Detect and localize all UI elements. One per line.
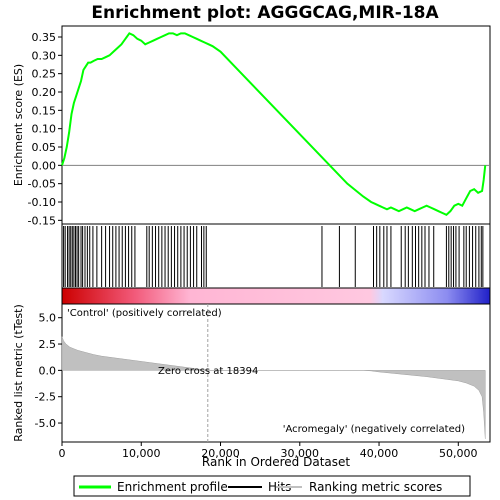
hits-panel: [61, 223, 491, 289]
x-tick-label: 50,000: [439, 447, 478, 460]
es-panel: -0.15 -0.10 -0.05 0.00 0.05 0.10 0.15 0.20 0.25 0…: [12, 25, 491, 227]
ranking-ytick-label: -2.5: [35, 391, 56, 404]
x-tick-label: 20,000: [201, 447, 240, 460]
es-ytick-label: 0.15: [32, 104, 57, 117]
es-ytick-label: 0.05: [32, 141, 57, 154]
es-ytick-label: 0.25: [32, 68, 57, 81]
chart-title: Enrichment plot: AGGGCAG,MIR-18A: [91, 3, 439, 23]
legend-enrichment-label: Enrichment profile: [117, 480, 228, 494]
legend: Enrichment profile Hits Ranking metric s…: [73, 475, 471, 497]
positive-correlation-label: 'Control' (positively correlated): [67, 308, 222, 319]
es-ytick-label: 0.20: [32, 86, 57, 99]
es-panel-frame: [61, 25, 491, 225]
es-ytick-label: 0.10: [32, 123, 57, 136]
negative-correlation-label: 'Acromegaly' (negatively correlated): [283, 424, 465, 435]
ranking-metric-area: [61, 336, 486, 439]
legend-ranking-label: Ranking metric scores: [309, 480, 442, 494]
es-ytick-label: 0.35: [32, 31, 57, 44]
es-ytick-label: -0.10: [28, 196, 56, 209]
legend-frame: [73, 475, 471, 497]
hits-panel-frame: [61, 223, 491, 289]
ranking-ytick-label: 5.0: [39, 312, 57, 325]
x-tick-label: 10,000: [122, 447, 161, 460]
x-tick-label: 30,000: [281, 447, 320, 460]
es-ytick-label: -0.05: [28, 178, 56, 191]
ranking-panel: -5.0 -2.5 0.0 2.5 5.0 'Control' (positively …: [12, 303, 491, 443]
es-ytick-label: 0.00: [32, 159, 57, 172]
ranking-ytick-label: 2.5: [39, 338, 57, 351]
es-ylabel: Enrichment score (ES): [12, 64, 25, 186]
x-tick-label: 0: [59, 447, 66, 460]
ranking-gradient: [61, 287, 491, 305]
x-axis: 0 10,000 20,000 30,000 40,000 50,000: [59, 442, 478, 460]
enrichment-profile-line: [61, 32, 487, 217]
x-tick-label: 40,000: [360, 447, 399, 460]
es-ytick-label: 0.30: [32, 49, 57, 62]
x-axis-label: Rank in Ordered Dataset: [202, 455, 350, 469]
ranking-ylabel: Ranked list metric (tTest): [12, 304, 25, 441]
es-ytick-label: -0.15: [28, 214, 56, 227]
ranking-ytick-label: 0.0: [39, 364, 57, 377]
ranking-color-bar: [61, 287, 491, 305]
ranking-ytick-label: -5.0: [35, 417, 56, 430]
zero-cross-label: Zero cross at 18394: [158, 366, 258, 377]
